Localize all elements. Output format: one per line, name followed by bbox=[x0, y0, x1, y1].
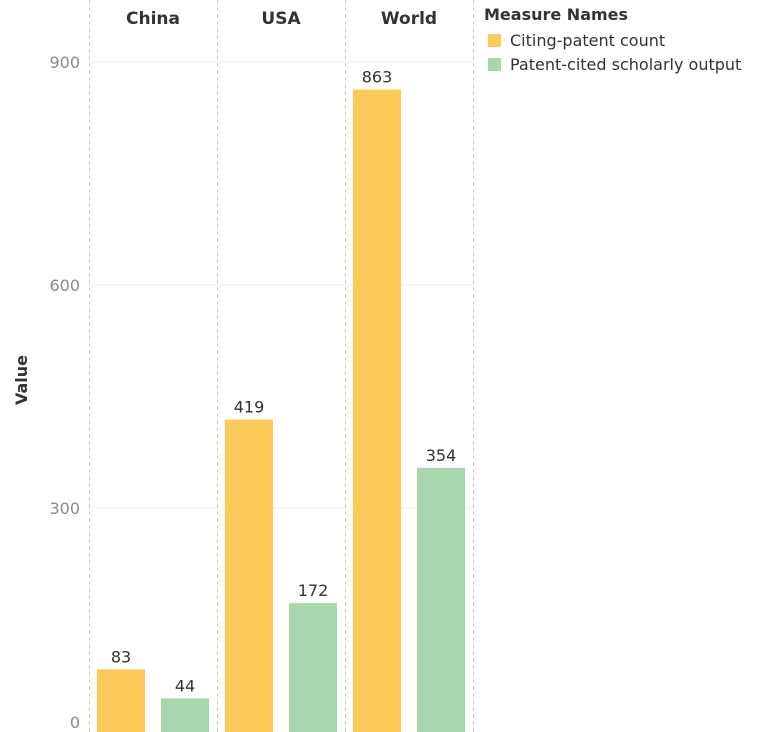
legend-item-patent-cited-scholarly-output[interactable]: Patent-cited scholarly output bbox=[484, 52, 741, 76]
data-label: 863 bbox=[362, 68, 393, 87]
legend-swatch bbox=[488, 33, 501, 47]
category-headers: China USA World bbox=[126, 9, 437, 29]
legend-label: Patent-cited scholarly output bbox=[510, 54, 742, 74]
bar-china-series-1[interactable] bbox=[161, 698, 209, 732]
bar-world-series-0[interactable] bbox=[353, 89, 401, 732]
bar-usa-series-1[interactable] bbox=[289, 603, 337, 732]
y-axis-label: Value bbox=[12, 355, 31, 405]
category-header-world: World bbox=[381, 9, 437, 29]
legend-label: Citing-patent count bbox=[510, 30, 666, 50]
y-tick-label: 300 bbox=[49, 499, 80, 518]
legend-title: Measure Names bbox=[484, 5, 629, 24]
legend-item-citing-patent-count[interactable]: Citing-patent count bbox=[484, 28, 741, 52]
data-label: 44 bbox=[175, 676, 195, 695]
y-axis-ticks: 0 300 600 900 bbox=[49, 53, 80, 732]
data-labels: 83 419 863 44 172 354 bbox=[111, 68, 456, 696]
data-label: 83 bbox=[111, 647, 131, 666]
bar-world-series-1[interactable] bbox=[417, 467, 465, 732]
bar-china-series-0[interactable] bbox=[97, 669, 145, 732]
bar-usa-series-0[interactable] bbox=[225, 419, 273, 732]
category-header-china: China bbox=[126, 9, 180, 29]
y-tick-label: 0 bbox=[70, 713, 80, 732]
bars bbox=[97, 89, 465, 732]
data-label: 172 bbox=[298, 581, 329, 600]
gridlines bbox=[89, 61, 473, 509]
data-label: 419 bbox=[234, 398, 265, 417]
panel-dividers bbox=[89, 0, 474, 732]
legend-swatch bbox=[488, 57, 501, 71]
y-tick-label: 600 bbox=[49, 276, 80, 295]
y-tick-label: 900 bbox=[49, 53, 80, 72]
data-label: 354 bbox=[426, 446, 457, 465]
legend: Measure Names Citing-patent count Patent… bbox=[484, 5, 741, 76]
category-header-usa: USA bbox=[261, 9, 301, 29]
